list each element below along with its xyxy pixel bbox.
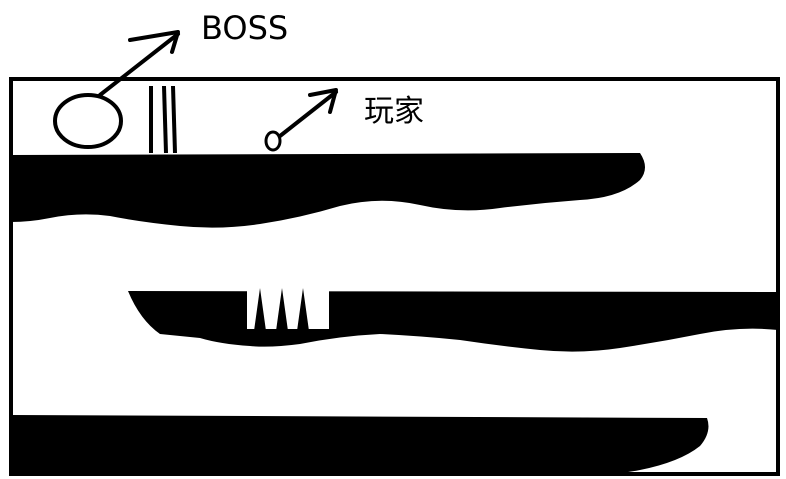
- middle-platform: [128, 291, 778, 352]
- lower-floor: [11, 415, 709, 474]
- boss-arrow-icon: [98, 30, 180, 97]
- player-label: 玩家: [364, 94, 424, 129]
- level-frame: [9, 77, 780, 476]
- spike-icon: [276, 288, 288, 331]
- boss-label: BOSS: [201, 9, 289, 47]
- small-circle-icon: [264, 130, 282, 152]
- spike-base: [247, 329, 329, 335]
- spike-trap: [247, 288, 329, 335]
- upper-platform: [11, 153, 645, 228]
- player-arrow-icon: [278, 88, 338, 138]
- spike-icon: [297, 288, 309, 331]
- spike-icon: [254, 288, 266, 331]
- double-bar-gate-icon: [149, 85, 177, 154]
- oval-icon: [53, 93, 123, 149]
